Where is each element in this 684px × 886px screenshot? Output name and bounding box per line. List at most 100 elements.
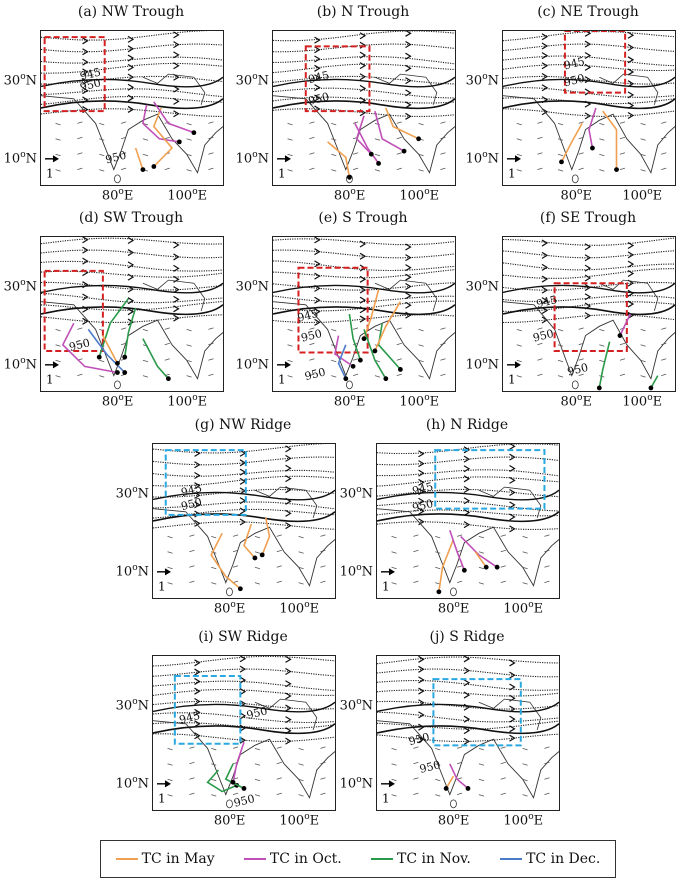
wind-vector [661,342,667,346]
wind-vector [440,327,446,330]
wind-vector [516,344,522,347]
legend-swatch-may [115,858,138,860]
wind-vector [211,778,217,782]
flow-arrow-icon [418,711,425,719]
coastline [377,508,559,587]
streamline [153,444,328,454]
island [450,587,457,597]
flow-arrow-icon [359,62,367,70]
wind-vector [537,121,543,124]
flow-arrow-icon [127,45,135,53]
flow-arrow-icon [359,240,367,248]
flow-arrow-icon [463,656,471,663]
flow-arrow-icon [82,37,89,45]
streamline [41,270,223,278]
wind-vector [320,746,326,749]
flow-arrow-icon [173,264,180,272]
wind-vector [500,580,506,583]
wind-vector [55,329,61,332]
wind-vector [537,358,543,361]
wind-vector [211,566,217,570]
wind-vector [500,534,506,537]
wind-vector [167,582,173,585]
wind-vector [232,565,239,568]
wind-vector [619,358,626,361]
streamline [503,237,675,246]
tc-genesis-point [166,376,171,382]
flow-arrow-icon [239,656,247,663]
wind-vector [320,792,326,795]
coastline [273,95,455,174]
flow-arrow-icon [359,275,367,283]
tc-genesis-point [140,167,146,173]
streamline [273,96,455,104]
wind-vector [456,746,463,749]
region-box-trough [43,269,104,352]
lat-label-30n-d: 30oN [3,277,37,294]
wind-vector [208,167,214,170]
contour-label: 950 [563,72,587,90]
flow-arrow-icon [173,62,180,70]
tc-track [354,123,380,164]
wind-vector [167,566,173,570]
streamline [41,95,223,105]
wind-vector [440,167,446,170]
wind-vector [516,375,522,378]
flow-arrow-icon [584,312,592,320]
flow-arrow-icon [285,656,292,663]
wind-vector [287,169,293,172]
tc-genesis-point [596,385,602,391]
contour-950-line [503,304,675,316]
wind-vector [661,121,667,124]
wind-vector [320,580,326,583]
flow-arrow-icon [359,73,367,81]
flow-arrow-icon [127,63,135,71]
flow-arrow-icon [627,91,635,99]
reference-vector-label: 1 [278,166,286,180]
lon-label-100e-d: 100oE [167,393,208,410]
tc-track [224,763,245,790]
flow-arrow-icon [405,292,412,300]
wind-vector [287,359,293,363]
wind-vector [557,169,564,172]
wind-vector [522,763,528,766]
flow-arrow-icon [584,112,592,120]
lat-label-10n-d: 10oN [3,356,37,373]
flow-arrow-icon [194,720,201,728]
flow-arrow-icon [127,83,135,91]
wind-vector [254,582,261,585]
flow-arrow-icon [314,55,321,63]
flow-arrow-icon [418,676,425,684]
map-panel-f: 945 950 950 1 [502,236,676,392]
tc-track [560,123,583,163]
wind-vector [189,565,195,568]
flow-arrow-icon [509,725,516,733]
wind-vector [298,748,304,751]
wind-vector [374,138,381,141]
lat-label-10n-g: 10oN [115,563,149,580]
lon-label-100e-c: 100oE [622,187,663,204]
lat-label-30n-f: 30oN [465,277,499,294]
wind-vector [413,534,419,537]
contour-945-line [273,282,455,294]
flow-arrow-icon [239,712,247,720]
wind-vector [186,375,192,378]
wind-vector [456,580,463,583]
flow-arrow-icon [405,311,412,319]
wind-vector [164,342,170,346]
region-box-trough [43,36,106,113]
wind-vector [599,329,605,332]
flow-arrow-icon [463,679,471,687]
wind-vector [413,746,419,749]
wind-vector [374,375,381,378]
flow-arrow-icon [239,468,247,476]
tc-genesis-point [115,370,120,375]
flow-arrow-icon [239,688,247,696]
wind-vector [500,792,506,795]
lat-label-30n-i: 30oN [115,696,149,713]
wind-vector [186,329,192,332]
wind-vector [254,551,261,554]
contour-label: 950 [566,361,590,379]
contour-950-line [153,511,335,523]
wind-vector [456,792,463,795]
